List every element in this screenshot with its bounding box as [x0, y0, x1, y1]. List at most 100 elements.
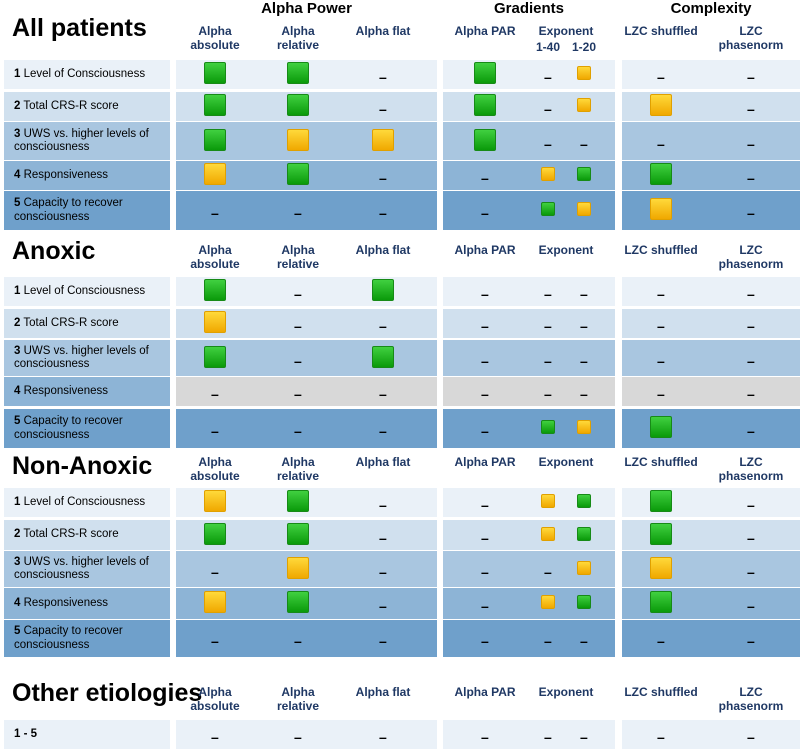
row-band — [176, 191, 437, 230]
row-label: 1 Level of Consciousness — [4, 277, 170, 306]
row-number: 3 — [14, 127, 21, 140]
row-band — [622, 720, 800, 749]
row-label-value: UWS vs. higher levels of consciousness — [14, 555, 149, 582]
row-label: 3 UWS vs. higher levels of consciousness — [4, 551, 170, 587]
result-dash: – — [747, 352, 755, 369]
column-header: Exponent — [538, 243, 594, 257]
column-header: LZC shuffled — [624, 455, 698, 469]
result-dash: – — [747, 101, 755, 117]
group-header-gradients: Gradients — [493, 0, 565, 17]
significant-green-marker — [577, 494, 591, 508]
row-label-text: 2 Total CRS-R score — [14, 317, 170, 331]
row-label-text: 1 - 5 — [14, 728, 170, 742]
row-band — [622, 520, 800, 550]
row-label-text: 3 UWS vs. higher levels of consciousness — [14, 345, 170, 372]
result-dash: – — [657, 386, 665, 402]
column-header: LZC phasenorm — [718, 24, 784, 52]
row-label-value: Total CRS-R score — [23, 528, 119, 541]
significant-green-marker — [577, 595, 591, 609]
row-band — [4, 277, 170, 306]
row-band — [443, 309, 615, 338]
significant-yellow-marker — [204, 490, 226, 512]
column-header: LZC phasenorm — [718, 455, 784, 483]
column-header: Alpha absolute — [190, 685, 240, 713]
column-header: Alpha absolute — [190, 24, 240, 52]
significant-green-marker — [204, 522, 226, 545]
row-band — [443, 620, 615, 657]
row-band — [622, 409, 800, 448]
result-dash: – — [657, 633, 665, 649]
column-header: LZC shuffled — [624, 685, 698, 699]
row-number: 5 — [14, 625, 21, 637]
column-header: Alpha PAR — [454, 243, 516, 257]
significant-green-marker — [287, 62, 309, 84]
result-dash: – — [294, 352, 302, 369]
result-dash: – — [747, 633, 755, 649]
result-dash: – — [747, 170, 755, 186]
result-dash: – — [379, 101, 387, 117]
row-band — [622, 340, 800, 376]
result-dash: – — [747, 318, 755, 334]
significant-green-marker — [541, 202, 555, 216]
result-dash: – — [481, 598, 489, 614]
row-label: 5 Capacity to recover consciousness — [4, 409, 170, 448]
row-band — [4, 309, 170, 338]
result-dash: – — [294, 729, 302, 745]
result-dash: – — [544, 563, 552, 580]
result-dash: – — [544, 135, 552, 152]
row-label-value: Level of Consciousness — [23, 67, 146, 80]
column-header: Alpha relative — [276, 455, 320, 483]
row-number: 4 — [14, 384, 21, 397]
row-label-value: UWS vs. higher levels of consciousness — [14, 127, 149, 154]
result-dash: – — [379, 318, 387, 334]
result-dash: – — [747, 529, 755, 546]
row-band — [622, 122, 800, 160]
column-header: Alpha absolute — [190, 243, 240, 271]
row-label: 5 Capacity to recover consciousness — [4, 191, 170, 230]
row-label-value: 1 - 5 — [14, 727, 38, 740]
row-number: 1 — [14, 67, 21, 80]
result-dash: – — [747, 135, 755, 152]
significant-yellow-marker — [577, 560, 591, 575]
row-band — [4, 409, 170, 448]
row-label: 2 Total CRS-R score — [4, 520, 170, 550]
result-dash: – — [747, 598, 755, 614]
section-title: All patients — [12, 14, 147, 42]
row-band — [4, 60, 170, 89]
row-band — [622, 488, 800, 517]
result-dash: – — [481, 170, 489, 186]
significant-yellow-marker — [204, 163, 226, 185]
significant-green-marker — [204, 345, 226, 368]
row-number: 5 — [14, 197, 21, 209]
row-label-value: Capacity to recover consciousness — [14, 197, 123, 223]
result-dash: – — [211, 423, 219, 439]
result-dash: – — [294, 286, 302, 302]
row-band — [622, 588, 800, 619]
result-dash: – — [481, 633, 489, 649]
significant-green-marker — [287, 490, 309, 512]
row-label-value: Level of Consciousness — [23, 495, 146, 508]
significant-yellow-marker — [541, 595, 555, 609]
result-dash: – — [379, 563, 387, 580]
row-band — [622, 277, 800, 306]
row-band — [622, 551, 800, 587]
result-dash: – — [481, 286, 489, 302]
significant-green-marker — [650, 591, 672, 613]
row-number: 2 — [14, 99, 21, 112]
result-dash: – — [379, 69, 387, 85]
result-dash: – — [211, 563, 219, 580]
result-dash: – — [544, 69, 552, 85]
result-dash: – — [379, 529, 387, 546]
row-band — [4, 92, 170, 121]
row-number: 2 — [14, 528, 21, 541]
result-dash: – — [294, 318, 302, 334]
significant-green-marker — [577, 526, 591, 541]
column-header: Alpha relative — [276, 243, 320, 271]
row-label-text: 1 Level of Consciousness — [14, 496, 170, 510]
row-label-text: 2 Total CRS-R score — [14, 100, 170, 114]
result-dash: – — [481, 423, 489, 439]
result-dash: – — [580, 286, 588, 302]
row-number: 2 — [14, 316, 21, 329]
section-title: Other etiologies — [12, 679, 203, 707]
row-label-text: 5 Capacity to recover consciousness — [14, 197, 170, 224]
